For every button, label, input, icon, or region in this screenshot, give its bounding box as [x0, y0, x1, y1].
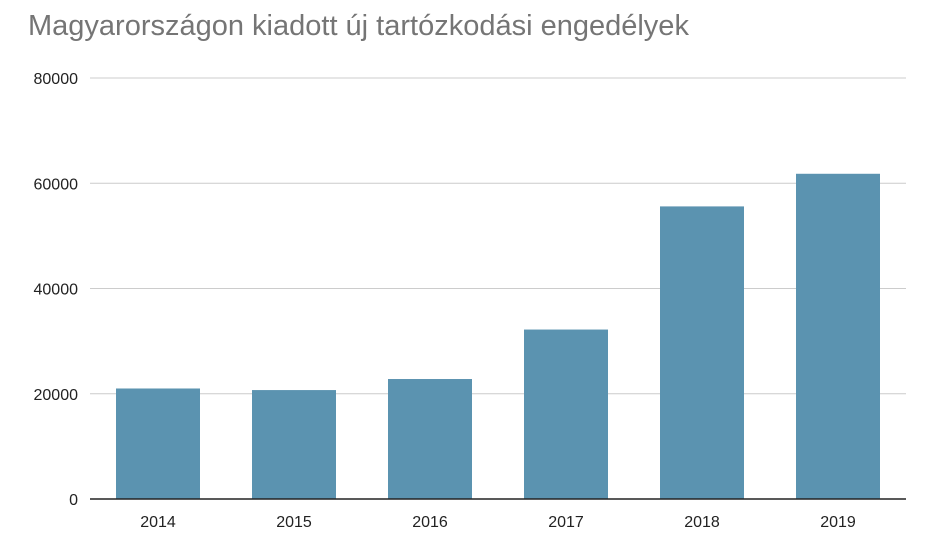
- bar-2018: [660, 206, 744, 499]
- chart-title: Magyarországon kiadott új tartózkodási e…: [28, 10, 689, 42]
- bar-2014: [116, 388, 200, 499]
- bar-2015: [252, 390, 336, 499]
- bar-2017: [524, 329, 608, 499]
- gridlines: [90, 77, 906, 395]
- x-tick-label: 2018: [684, 514, 720, 531]
- bars: [116, 173, 880, 499]
- x-tick-label: 2015: [276, 514, 312, 531]
- y-tick-label: 80000: [34, 71, 79, 88]
- x-tick-label: 2014: [140, 514, 176, 531]
- x-tick-label: 2016: [412, 514, 448, 531]
- tick-labels: 0 20000 40000 60000 80000 2014 2015 2016 2017 201…: [34, 71, 856, 531]
- bar-2019: [796, 173, 880, 499]
- bar-2016: [388, 379, 472, 499]
- x-tick-label: 2017: [548, 514, 584, 531]
- y-tick-label: 20000: [34, 387, 79, 404]
- x-tick-label: 2019: [820, 514, 856, 531]
- y-tick-label: 40000: [34, 282, 79, 299]
- y-tick-label: 60000: [34, 176, 79, 193]
- y-tick-label: 0: [69, 492, 78, 509]
